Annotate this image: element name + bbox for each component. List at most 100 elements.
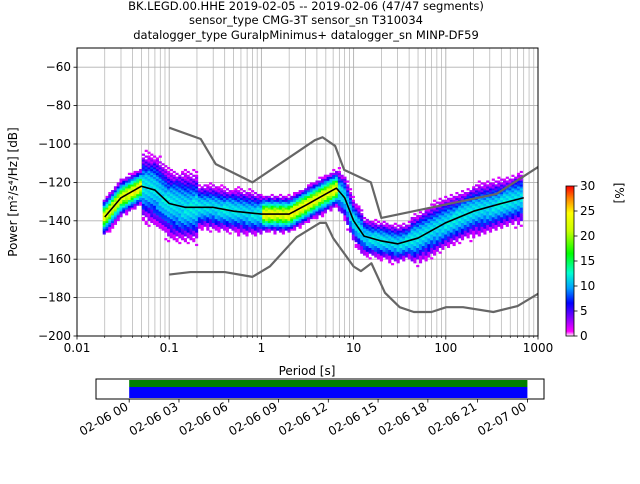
histogram-cell bbox=[514, 205, 518, 208]
histogram-cell bbox=[242, 203, 246, 206]
histogram-cell bbox=[147, 172, 151, 176]
histogram-cell bbox=[133, 201, 137, 204]
histogram-cell bbox=[435, 243, 439, 247]
histogram-cell bbox=[351, 224, 355, 227]
histogram-cell bbox=[290, 203, 294, 206]
histogram-cell bbox=[287, 226, 291, 229]
histogram-cell bbox=[195, 195, 199, 199]
histogram-cell bbox=[164, 211, 168, 214]
histogram-cell bbox=[186, 234, 190, 237]
histogram-cell bbox=[472, 218, 476, 222]
histogram-cell bbox=[298, 220, 302, 224]
histogram-cell bbox=[169, 197, 173, 200]
histogram-cell bbox=[435, 220, 439, 224]
histogram-cell bbox=[251, 216, 255, 220]
histogram-cell bbox=[181, 236, 185, 239]
histogram-cell bbox=[516, 193, 521, 197]
histogram-cell bbox=[472, 199, 476, 202]
histogram-cell bbox=[167, 172, 171, 176]
histogram-cell bbox=[141, 161, 145, 164]
histogram-cell bbox=[516, 195, 521, 199]
histogram-cell bbox=[497, 201, 501, 204]
histogram-cell bbox=[203, 218, 207, 222]
histogram-cell bbox=[175, 201, 179, 204]
histogram-cell bbox=[430, 245, 434, 248]
histogram-cell bbox=[346, 199, 350, 202]
histogram-cell bbox=[262, 199, 266, 202]
histogram-cell bbox=[458, 230, 462, 233]
histogram-cell bbox=[164, 209, 168, 212]
histogram-cell bbox=[455, 234, 459, 237]
histogram-cell bbox=[486, 209, 490, 212]
histogram-cell bbox=[466, 220, 470, 224]
histogram-cell bbox=[164, 186, 168, 189]
histogram-cell bbox=[214, 226, 218, 229]
histogram-cell bbox=[178, 228, 182, 231]
histogram-cell bbox=[158, 184, 162, 187]
histogram-cell bbox=[449, 197, 453, 200]
histogram-cell bbox=[446, 207, 451, 210]
histogram-cell bbox=[309, 207, 313, 210]
histogram-cell bbox=[446, 222, 451, 225]
histogram-cell bbox=[497, 222, 501, 225]
histogram-cell bbox=[469, 195, 473, 199]
histogram-cell bbox=[326, 182, 330, 185]
histogram-cell bbox=[276, 215, 280, 218]
histogram-cell bbox=[133, 186, 137, 189]
histogram-cell bbox=[458, 197, 462, 200]
histogram-cell bbox=[421, 245, 425, 248]
histogram-cell bbox=[446, 199, 451, 202]
histogram-cell bbox=[141, 188, 145, 191]
histogram-cell bbox=[158, 195, 162, 199]
histogram-cell bbox=[228, 199, 232, 202]
histogram-cell bbox=[155, 176, 159, 179]
histogram-cell bbox=[133, 205, 137, 208]
histogram-cell bbox=[349, 188, 353, 191]
histogram-cell bbox=[385, 234, 389, 237]
histogram-cell bbox=[130, 197, 134, 200]
histogram-cell bbox=[511, 207, 515, 210]
histogram-cell bbox=[365, 226, 369, 229]
histogram-cell bbox=[175, 230, 179, 233]
histogram-cell bbox=[242, 205, 246, 208]
histogram-cell bbox=[150, 205, 154, 208]
histogram-cell bbox=[351, 213, 355, 216]
histogram-cell bbox=[228, 216, 232, 220]
histogram-cell bbox=[203, 222, 207, 225]
histogram-cell bbox=[363, 226, 367, 229]
histogram-cell bbox=[186, 203, 190, 206]
histogram-cell bbox=[502, 216, 507, 220]
histogram-cell bbox=[206, 222, 210, 225]
histogram-cell bbox=[480, 186, 484, 189]
histogram-cell bbox=[267, 230, 271, 233]
histogram-cell bbox=[463, 197, 467, 200]
histogram-cell bbox=[281, 228, 285, 231]
histogram-cell bbox=[407, 224, 411, 227]
histogram-cell bbox=[519, 190, 523, 193]
histogram-cell bbox=[416, 222, 420, 225]
histogram-cell bbox=[424, 218, 428, 222]
histogram-cell bbox=[455, 213, 459, 216]
histogram-cell bbox=[421, 240, 425, 243]
histogram-cell bbox=[242, 209, 246, 212]
histogram-cell bbox=[195, 218, 199, 222]
histogram-cell bbox=[349, 230, 353, 233]
histogram-cell bbox=[405, 230, 409, 233]
histogram-cell bbox=[391, 226, 395, 229]
histogram-cell bbox=[432, 218, 437, 222]
histogram-cell bbox=[446, 216, 451, 220]
histogram-cell bbox=[195, 236, 199, 239]
histogram-cell bbox=[396, 224, 400, 227]
histogram-cell bbox=[418, 226, 423, 229]
histogram-cell bbox=[119, 209, 123, 212]
histogram-cell bbox=[127, 186, 131, 189]
histogram-cell bbox=[237, 234, 241, 237]
histogram-cell bbox=[256, 205, 260, 208]
histogram-cell bbox=[374, 232, 378, 235]
histogram-cell bbox=[318, 207, 322, 210]
histogram-cell bbox=[144, 207, 148, 210]
histogram-cell bbox=[279, 218, 283, 222]
histogram-cell bbox=[335, 172, 339, 176]
histogram-cell bbox=[150, 213, 154, 216]
histogram-cell bbox=[321, 207, 325, 210]
